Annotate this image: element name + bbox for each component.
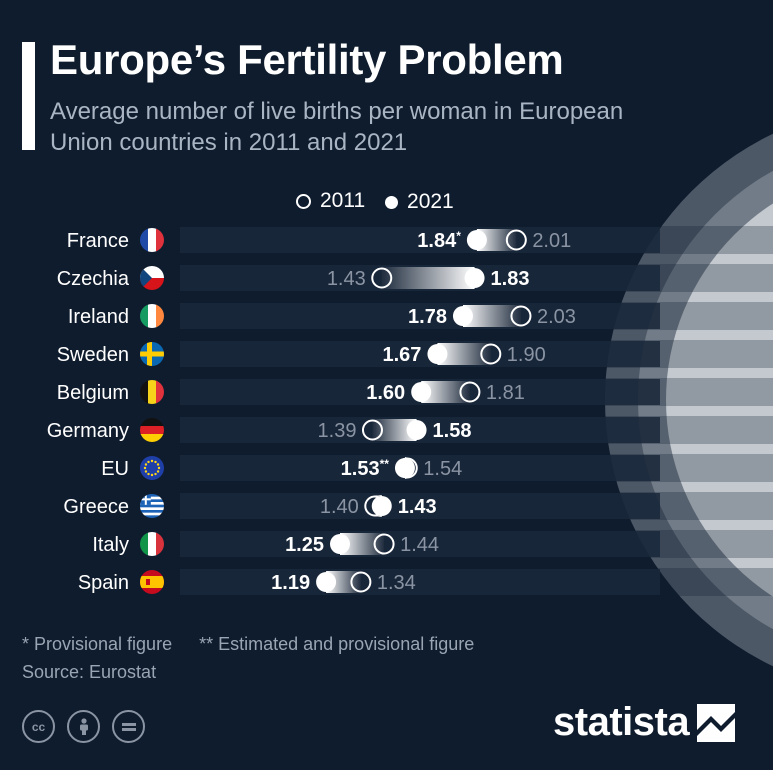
value-label-2011: 1.39: [318, 420, 357, 442]
value-label-2011: 1.90: [507, 344, 546, 366]
row-band: [180, 493, 660, 519]
value-label-2011: 1.44: [400, 534, 439, 556]
connector-bar: [381, 267, 475, 289]
row-band: [180, 455, 660, 481]
legend-item-2011: 2011: [296, 189, 365, 213]
country-label: Ireland: [68, 306, 129, 328]
eu-flag-icon: [140, 456, 164, 480]
value-label-2021: 1.67: [383, 344, 422, 366]
marker-2011: [361, 419, 383, 441]
marker-2011: [350, 571, 372, 593]
marker-2021: [464, 268, 485, 288]
legend-item-2021: 2021: [385, 190, 454, 214]
legend-marker-2011: [296, 193, 311, 209]
brand-name: statista: [553, 700, 690, 744]
connector-bar: [462, 305, 521, 327]
legend-marker-2021: [385, 195, 399, 209]
legend-label-2011: 2011: [320, 189, 366, 212]
marker-2021: [411, 382, 432, 402]
italy-flag-icon: [140, 532, 164, 556]
marker-2011: [510, 305, 532, 327]
row-band: [180, 341, 660, 367]
country-label: Belgium: [57, 382, 129, 404]
value-label-2021: 1.43: [398, 496, 437, 518]
footnotes: * Provisional figure ** Estimated and pr…: [22, 634, 474, 655]
marker-2021: [452, 306, 473, 326]
country-label: Sweden: [57, 344, 129, 366]
value-label-2021: 1.58: [433, 420, 472, 442]
source-note: Source: Eurostat: [22, 662, 157, 682]
value-label-2011: 1.34: [377, 572, 416, 594]
country-label: Germany: [47, 420, 129, 442]
marker-2021: [371, 496, 392, 516]
marker-2011: [505, 229, 527, 251]
value-label-2021: 1.25: [285, 534, 324, 556]
connector-bar: [372, 419, 417, 441]
ireland-flag-icon: [140, 304, 164, 328]
no-derivatives-icon[interactable]: [112, 710, 145, 743]
marker-2011: [480, 343, 502, 365]
page-subtitle: Average number of live births per woman …: [50, 98, 624, 156]
marker-2021: [330, 534, 350, 554]
marker-2021: [406, 420, 427, 440]
row-band: [180, 227, 660, 253]
decor-circle-inner: [666, 203, 773, 597]
value-label-2011: 2.03: [537, 306, 576, 328]
country-label: France: [67, 230, 129, 252]
connector-bar: [340, 533, 385, 555]
marker-2021: [427, 344, 448, 364]
statista-logo-icon: [697, 703, 736, 742]
country-label: EU: [101, 458, 129, 480]
country-label: Spain: [78, 572, 129, 594]
country-label: Greece: [63, 496, 129, 518]
sweden-flag-icon: [140, 342, 164, 366]
value-label-2021: 1.78: [408, 306, 447, 328]
marker-2021: [466, 230, 487, 250]
marker-2011: [371, 267, 393, 289]
value-label-2021: 1.84*: [417, 229, 461, 252]
belgium-flag-icon: [140, 380, 164, 404]
value-label-2021: 1.19: [271, 572, 310, 594]
row-band: [180, 531, 660, 557]
title-accent-bar: [22, 42, 35, 150]
row-band: [180, 569, 660, 595]
marker-2011: [373, 533, 395, 555]
connector-bar: [476, 229, 517, 251]
connector-bar: [437, 343, 491, 365]
creative-commons-icon[interactable]: cc: [22, 710, 55, 743]
marker-2021: [394, 458, 415, 478]
country-label: Czechia: [57, 268, 130, 290]
value-label-2021: 1.83: [491, 268, 530, 290]
attribution-icon[interactable]: [67, 710, 100, 743]
value-label-2011: 1.81: [486, 382, 525, 404]
germany-flag-icon: [140, 418, 164, 442]
row-band: [180, 303, 660, 329]
greece-flag-icon: [140, 494, 164, 518]
connector-bar: [421, 381, 470, 403]
value-label-2011: 2.01: [532, 230, 571, 252]
license-icons: cc: [22, 710, 145, 743]
statista-brand[interactable]: statista: [553, 700, 736, 745]
marker-2021: [316, 572, 337, 592]
value-label-2021: 1.53**: [341, 457, 390, 480]
country-label: Italy: [92, 534, 129, 556]
footnote-provisional: * Provisional figure: [22, 634, 173, 654]
marker-2011: [459, 381, 481, 403]
legend: 2011 2021: [296, 189, 468, 215]
czechia-flag-icon: [140, 266, 164, 290]
value-label-2011: 1.43: [327, 268, 366, 290]
footnote-estimated: ** Estimated and provisional figure: [199, 634, 475, 654]
value-label-2011: 1.54: [423, 458, 462, 480]
legend-label-2021: 2021: [407, 190, 454, 213]
france-flag-icon: [140, 228, 164, 252]
page-title: Europe’s Fertility Problem: [50, 36, 564, 83]
value-label-2021: 1.60: [366, 382, 405, 404]
value-label-2011: 1.40: [320, 496, 359, 518]
spain-flag-icon: [140, 570, 164, 594]
